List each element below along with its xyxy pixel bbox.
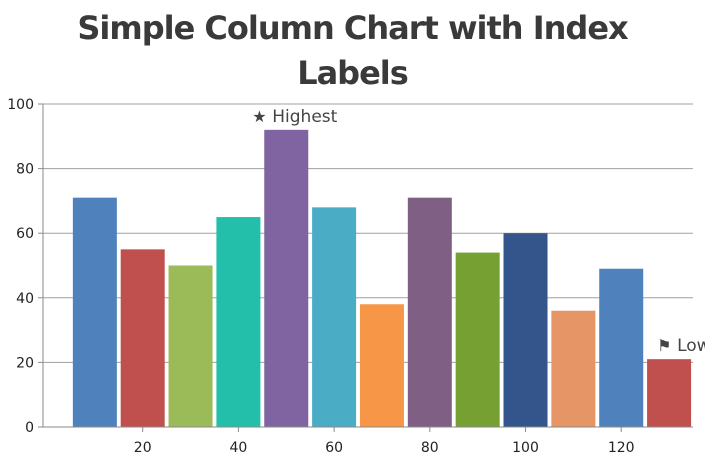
index-label-lowest: ⚑ Lowest: [657, 336, 705, 356]
y-tick-label-80: 80: [16, 162, 34, 178]
x-tick-label-20: 20: [134, 440, 152, 456]
index-label-text: Highest: [272, 107, 337, 127]
bar-100: [503, 233, 548, 427]
index-labels: ★ Highest ⚑ Lowest: [252, 107, 705, 356]
chart-title-line-2: Labels: [297, 54, 409, 92]
bar-60: [312, 207, 357, 427]
index-label-text: Lowest: [677, 336, 705, 356]
chart-title-line-1: Simple Column Chart with Index: [77, 9, 628, 47]
bar-40: [216, 217, 261, 427]
bar-70: [359, 304, 404, 427]
bar-90: [455, 252, 500, 427]
bar-110: [551, 310, 596, 427]
flag-icon: ⚑: [657, 336, 671, 355]
x-tick-label-100: 100: [512, 440, 539, 456]
bar-10: [72, 197, 117, 427]
bar-130: [647, 359, 692, 427]
index-label-highest: ★ Highest: [252, 107, 337, 127]
axes: 0 20 40 60 80 100 20 40 60 80 100 120: [7, 97, 693, 456]
y-tick-label-100: 100: [7, 97, 34, 113]
star-icon: ★: [252, 107, 266, 126]
bar-120: [599, 268, 644, 427]
x-tick-label-120: 120: [608, 440, 635, 456]
y-tick-label-20: 20: [16, 355, 34, 371]
y-tick-label-60: 60: [16, 226, 34, 242]
x-tick-label-80: 80: [421, 440, 439, 456]
bars: [72, 129, 692, 427]
x-tick-label-40: 40: [229, 440, 247, 456]
x-tick-label-60: 60: [325, 440, 343, 456]
bar-20: [120, 249, 165, 427]
bar-50: [264, 129, 309, 427]
bar-80: [407, 197, 452, 427]
y-tick-label-40: 40: [16, 291, 34, 307]
chart-title: Simple Column Chart with Index Labels: [0, 6, 705, 96]
bar-30: [168, 265, 213, 427]
y-tick-label-0: 0: [25, 420, 34, 436]
